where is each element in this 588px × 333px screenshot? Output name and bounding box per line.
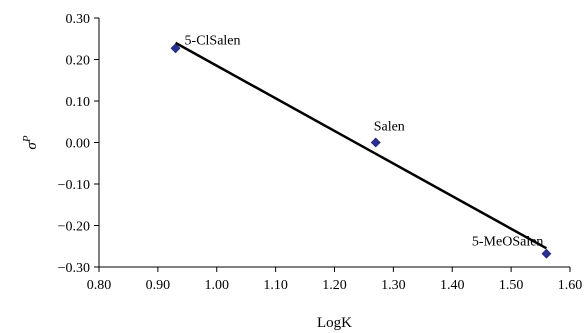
y-tick-label: 0.10 [66,95,91,110]
y-tick-label: 0.00 [66,137,91,152]
x-tick-label: 1.00 [205,278,230,293]
y-tick-label: 0.20 [66,54,91,69]
data-point [370,137,381,148]
y-tick-label: −0.10 [58,178,90,193]
point-label: 5-ClSalen [185,33,241,48]
x-tick-label: 1.60 [558,278,583,293]
x-tick-label: 1.50 [499,278,524,293]
x-axis-title: LogK [317,315,352,331]
point-label: Salen [374,120,405,135]
tick-layer: 0.80 0.90 1.00 1.10 1.20 1.30 1.40 1.50 1.60 0.30… [58,12,583,293]
y-tick-label: −0.30 [58,261,90,276]
point-label: 5-MeOSalen [472,235,544,250]
y-tick-label: 0.30 [66,12,91,27]
y-tick-label: −0.20 [58,220,90,235]
x-tick-label: 0.80 [87,278,112,293]
trendline [174,41,548,250]
x-tick-label: 1.40 [440,278,465,293]
x-tick-label: 1.30 [381,278,406,293]
x-tick-label: 1.10 [263,278,288,293]
y-axis-title-main: σ [24,142,40,150]
x-tick-label: 0.90 [146,278,171,293]
data-point [170,43,181,54]
points-layer: 5-ClSalen Salen 5-MeOSalen [170,33,552,259]
x-tick-label: 1.20 [322,278,347,293]
y-axis-title: σP [21,135,40,149]
data-point [541,248,552,259]
y-axis-title-sup: P [21,135,33,143]
